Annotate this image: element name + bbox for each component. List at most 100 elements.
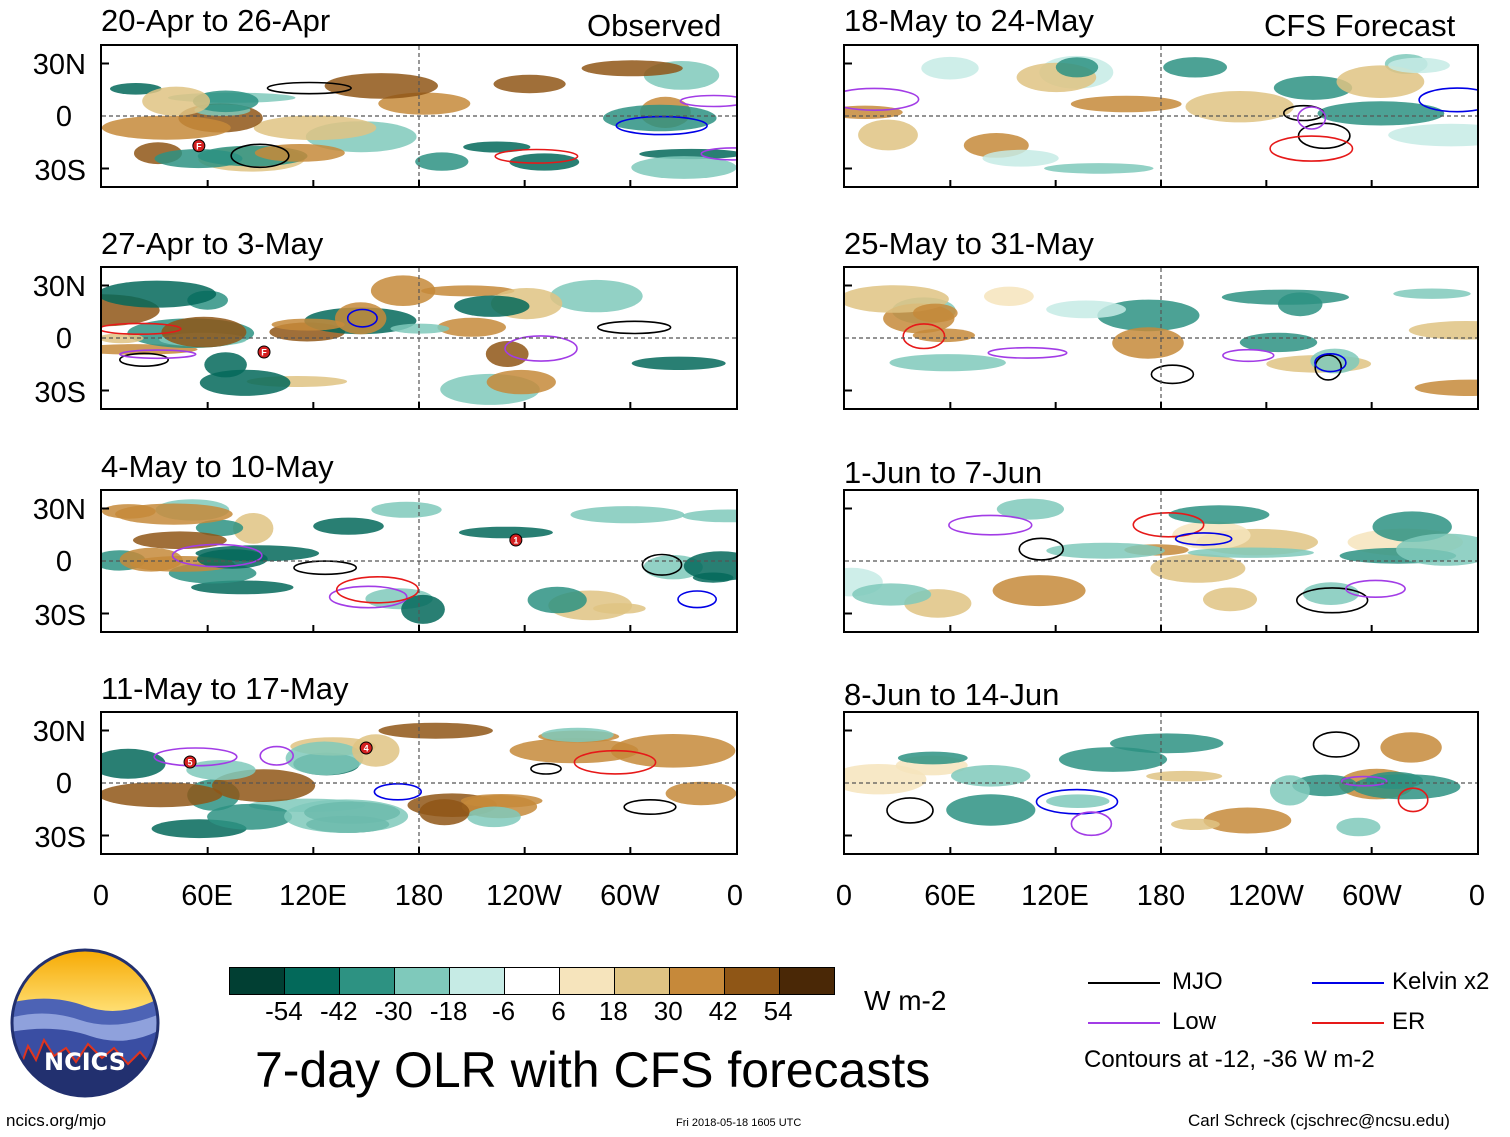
- olr-anomaly-blob: [921, 56, 979, 80]
- colorbar-swatch: [450, 968, 505, 994]
- filtered-olr-contour: [1340, 775, 1388, 787]
- olr-anomaly-blob: [631, 356, 726, 370]
- colorbar-tick-label: 18: [598, 996, 628, 1026]
- lat-label-30n: 30N: [32, 716, 86, 748]
- olr-anomaly-blob: [1058, 747, 1168, 772]
- colorbar-tick-label: -6: [491, 996, 516, 1026]
- colorbar-tick-label: -30: [374, 996, 413, 1026]
- storm-marker: [359, 741, 373, 755]
- olr-anomaly-blob: [437, 317, 507, 337]
- olr-anomaly-blob: [897, 751, 968, 765]
- olr-anomaly-blob: [378, 92, 471, 115]
- olr-anomaly-blob: [610, 734, 736, 768]
- panel-title-obs-1: 20-Apr to 26-Apr: [101, 3, 331, 38]
- filtered-olr-contour: [1269, 135, 1354, 162]
- lat-label-0: 0: [55, 323, 72, 355]
- olr-anomaly-blob: [285, 741, 364, 776]
- lat-label-30n: 30N: [32, 271, 86, 303]
- olr-anomaly-blob: [951, 765, 1031, 787]
- olr-anomaly-blob: [102, 782, 223, 808]
- panel-title-fcst-4: 8-Jun to 14-Jun: [844, 677, 1060, 712]
- filtered-olr-contour: [259, 745, 294, 766]
- olr-anomaly-blob: [419, 799, 470, 826]
- contour-note: Contours at -12, -36 W m-2: [1084, 1046, 1375, 1073]
- footer-url[interactable]: ncics.org/mjo: [6, 1111, 107, 1130]
- filtered-olr-contour: [1018, 537, 1064, 561]
- filtered-olr-contour: [700, 147, 736, 161]
- olr-anomaly-blob: [1396, 533, 1477, 566]
- chart-title: 7-day OLR with CFS forecasts: [255, 1042, 931, 1098]
- olr-anomaly-blob: [1269, 775, 1310, 806]
- olr-anomaly-blob: [1185, 91, 1294, 123]
- olr-anomaly-blob: [912, 303, 958, 323]
- lat-label-30s: 30S: [34, 600, 86, 632]
- storm-label: F: [196, 141, 202, 151]
- filtered-olr-contour: [1312, 731, 1360, 758]
- colorbar-swatch: [505, 968, 560, 994]
- filtered-olr-contour: [328, 585, 408, 609]
- olr-anomaly-blob: [1046, 542, 1165, 559]
- olr-anomaly-blob: [352, 734, 400, 767]
- olr-anomaly-blob: [454, 295, 530, 317]
- lon-label-right: 0: [835, 880, 853, 912]
- forecast-column-title: CFS Forecast: [1264, 8, 1456, 43]
- lat-label-30n: 30N: [32, 494, 86, 526]
- olr-anomaly-blob: [233, 513, 274, 544]
- olr-anomaly-blob: [313, 517, 384, 535]
- olr-anomaly-blob: [1336, 817, 1381, 837]
- olr-anomaly-blob: [889, 354, 1006, 372]
- lat-label-0: 0: [55, 101, 72, 133]
- olr-anomaly-blob: [1380, 732, 1442, 763]
- olr-anomaly-blob: [1336, 65, 1425, 98]
- olr-anomaly-blob: [1112, 327, 1184, 359]
- olr-anomaly-blob: [110, 83, 162, 95]
- ncics-logo: NCICS: [10, 948, 160, 1098]
- olr-anomaly-blob: [119, 547, 183, 572]
- olr-anomaly-blob: [254, 144, 345, 162]
- olr-anomaly-blob: [692, 572, 734, 583]
- olr-anomaly-blob: [378, 722, 493, 739]
- lat-label-0: 0: [55, 546, 72, 578]
- observed-column-title: Observed: [587, 8, 722, 43]
- olr-anomaly-blob: [271, 318, 345, 331]
- filtered-olr-contour: [119, 349, 197, 360]
- storm-label: 4: [364, 744, 369, 754]
- storm-label: 1: [513, 536, 518, 546]
- legend-label-mjo: MJO: [1172, 968, 1223, 995]
- colorbar-tick-label: -42: [320, 996, 358, 1026]
- panel-title-obs-2: 27-Apr to 3-May: [101, 226, 324, 261]
- olr-anomaly-blob: [639, 148, 736, 160]
- filtered-olr-contour: [1150, 364, 1195, 385]
- lon-label-left: 180: [394, 880, 444, 912]
- olr-anomaly-blob: [191, 580, 294, 595]
- olr-anomaly-blob: [102, 748, 166, 779]
- olr-anomaly-blob: [467, 806, 521, 828]
- olr-anomaly-blob: [1110, 733, 1224, 754]
- colorbar-tick-label: -54: [265, 996, 303, 1026]
- map-panel-fcst-2: [843, 266, 1479, 410]
- filtered-olr-contour: [902, 323, 946, 350]
- olr-anomaly-blob: [992, 575, 1086, 607]
- olr-anomaly-blob: [207, 803, 293, 830]
- olr-anomaly-blob: [1393, 288, 1471, 299]
- filtered-olr-contour: [1035, 788, 1119, 815]
- olr-anomaly-blob: [1187, 547, 1314, 558]
- olr-anomaly-blob: [1203, 807, 1292, 834]
- colorbar-swatch: [395, 968, 450, 994]
- olr-anomaly-blob: [1055, 57, 1099, 78]
- filtered-olr-contour: [615, 115, 708, 136]
- olr-anomaly-blob: [1070, 95, 1182, 113]
- olr-anomaly-blob: [401, 594, 445, 624]
- lat-label-30s: 30S: [34, 822, 86, 854]
- olr-anomaly-blob: [1408, 321, 1477, 340]
- panel-title-fcst-1: 18-May to 24-May: [844, 3, 1094, 38]
- colorbar-swatch: [560, 968, 615, 994]
- olr-anomaly-blob: [593, 603, 646, 614]
- panel-title-fcst-3: 1-Jun to 7-Jun: [844, 455, 1043, 490]
- filtered-olr-contour: [1297, 106, 1327, 130]
- olr-anomaly-blob: [631, 156, 736, 179]
- olr-anomaly-blob: [581, 60, 683, 77]
- filtered-olr-contour: [1222, 348, 1275, 363]
- footer-credit: Carl Schreck (cjschrec@ncsu.edu): [1188, 1111, 1450, 1130]
- olr-anomaly-blob: [527, 586, 587, 614]
